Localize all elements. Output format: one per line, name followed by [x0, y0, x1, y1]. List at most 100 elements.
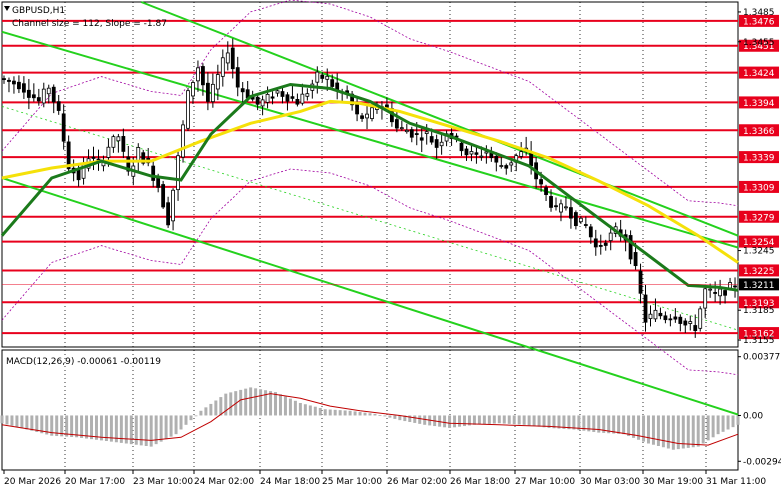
candle-body	[355, 103, 359, 115]
macd-histogram-bar	[497, 415, 501, 424]
candle-body	[141, 152, 146, 164]
macd-histogram-bar	[254, 388, 258, 416]
candle-body	[61, 113, 66, 142]
candle-body	[648, 313, 653, 319]
candle-body	[2, 78, 6, 81]
macd-histogram-bar	[323, 409, 327, 416]
candle-body	[464, 148, 469, 156]
candle-body	[588, 226, 593, 238]
macd-histogram-bar	[139, 415, 143, 446]
macd-histogram-bar	[537, 415, 541, 427]
macd-histogram-bar	[547, 415, 551, 428]
price-tick-label: 1.3245	[743, 247, 775, 257]
candle-body	[126, 156, 131, 172]
macd-histogram-bar	[75, 415, 79, 438]
candle-body	[290, 96, 295, 99]
candle-body	[240, 88, 245, 93]
candle-body	[156, 177, 161, 188]
macd-histogram-bar	[681, 415, 685, 449]
candle-body	[643, 294, 648, 323]
candle-body	[315, 71, 320, 83]
macd-histogram-bar	[15, 415, 19, 427]
time-tick-label: 26 Mar 18:00	[450, 477, 510, 487]
price-level-label: 1.3193	[743, 299, 775, 309]
macd-histogram-bar	[164, 415, 168, 440]
macd-histogram-bar	[70, 415, 74, 437]
macd-histogram-bar	[358, 412, 362, 416]
candle-body	[41, 88, 46, 104]
macd-histogram-bar	[721, 415, 725, 432]
macd-histogram-bar	[194, 415, 198, 417]
macd-histogram-bar	[269, 391, 273, 416]
macd-histogram-bar	[219, 397, 223, 416]
macd-histogram-bar	[90, 415, 94, 440]
candle-body	[399, 127, 404, 130]
candle-body	[191, 82, 195, 97]
candle-body	[280, 91, 285, 97]
macd-histogram-bar	[597, 415, 601, 433]
candle-body	[26, 89, 31, 98]
candle-body	[439, 141, 444, 147]
macd-histogram-bar	[562, 415, 566, 429]
candle-body	[484, 151, 489, 154]
macd-histogram-bar	[283, 396, 287, 416]
macd-histogram-bar	[577, 415, 581, 431]
candle-body	[434, 139, 439, 148]
time-tick-label: 30 Mar 19:00	[643, 477, 703, 487]
macd-histogram-bar	[244, 388, 248, 416]
macd-histogram-bar	[313, 406, 317, 416]
candle-body	[519, 151, 524, 157]
time-tick-label: 25 Mar 10:00	[322, 477, 382, 487]
macd-histogram-bar	[472, 415, 476, 425]
macd-histogram-bar	[134, 415, 138, 445]
macd-histogram-bar	[448, 415, 452, 428]
channel-mid-line	[1, 106, 739, 331]
candle-body	[31, 94, 36, 99]
macd-histogram-bar	[607, 415, 611, 434]
macd-histogram-bar	[179, 415, 183, 430]
candle-body	[151, 165, 156, 181]
candle-body	[504, 165, 509, 169]
macd-histogram-bar	[438, 415, 442, 427]
macd-histogram-bar	[413, 415, 417, 423]
macd-tick-label: 0.00377	[743, 353, 780, 363]
macd-histogram-bar	[572, 415, 576, 430]
macd-histogram-bar	[557, 415, 561, 429]
price-level-label: 1.3366	[743, 127, 775, 137]
macd-histogram-bar	[462, 415, 466, 427]
candle-body	[653, 309, 658, 320]
macd-histogram-bar	[249, 387, 253, 416]
macd-histogram-bar	[492, 415, 496, 424]
macd-histogram-bar	[204, 407, 208, 416]
candle-body	[633, 252, 638, 267]
price-level-label-bg	[739, 180, 779, 193]
candle-body	[628, 235, 633, 260]
macd-histogram-bar	[726, 415, 730, 430]
price-level-label-bg	[739, 14, 779, 27]
candle-body	[56, 101, 61, 111]
price-pane	[1, 1, 739, 348]
candle-body	[196, 67, 200, 82]
candle-body	[539, 179, 543, 185]
macd-histogram-bar	[512, 415, 516, 425]
price-tick-label: 1.3155	[743, 336, 775, 346]
macd-histogram-bar	[368, 413, 372, 416]
macd-histogram-bar	[318, 407, 322, 416]
macd-histogram-bar	[696, 415, 700, 447]
macd-histogram-bar	[5, 415, 9, 425]
macd-histogram-bar	[656, 415, 660, 446]
candle-body	[255, 96, 260, 105]
macd-histogram-bar	[622, 415, 626, 435]
candle-body	[166, 202, 171, 226]
candle-body	[320, 74, 325, 79]
candle-body	[668, 318, 673, 321]
macd-histogram-bar	[60, 415, 64, 437]
price-level-label: 1.3162	[743, 330, 775, 340]
price-tick-label: 1.3185	[743, 306, 775, 316]
macd-histogram-bar	[701, 415, 705, 444]
price-level-label-bg	[739, 151, 779, 164]
macd-histogram-bar	[0, 415, 4, 424]
macd-histogram-bar	[50, 415, 54, 436]
macd-histogram-bar	[706, 415, 710, 441]
